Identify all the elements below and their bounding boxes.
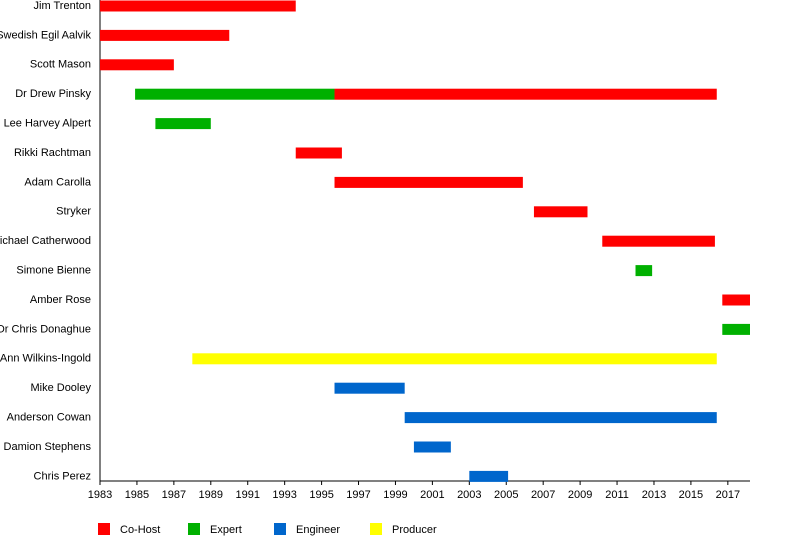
bar	[722, 323, 750, 335]
legend-label: Co-Host	[120, 524, 160, 536]
row-label: Damion Stephens	[4, 441, 92, 453]
x-tick-label: 1989	[199, 489, 223, 501]
legend-swatch	[370, 523, 382, 535]
x-tick-label: 2009	[568, 489, 592, 501]
row-label: Amber Rose	[30, 294, 91, 306]
x-tick-label: 1983	[88, 489, 112, 501]
legend-swatch	[188, 523, 200, 535]
x-tick-label: 1995	[309, 489, 333, 501]
x-tick-label: 1993	[272, 489, 296, 501]
bar	[404, 412, 717, 424]
bar	[295, 147, 342, 159]
row-label: Chris Perez	[34, 470, 91, 482]
x-tick-label: 2013	[642, 489, 666, 501]
row-label: Adam Carolla	[24, 176, 92, 188]
legend-label: Expert	[210, 524, 242, 536]
bar	[413, 441, 451, 453]
bar	[100, 59, 174, 71]
x-tick-label: 2011	[605, 489, 629, 501]
legend-label: Producer	[392, 524, 437, 536]
x-tick-label: 2017	[716, 489, 740, 501]
row-label: Lee Harvey Alpert	[4, 118, 91, 130]
bar	[155, 118, 211, 130]
row-label: Simone Bienne	[16, 265, 91, 277]
row-label: Rikki Rachtman	[14, 147, 91, 159]
bar	[635, 265, 653, 277]
row-label: Dr Chris Donaghue	[0, 323, 91, 335]
x-tick-label: 1999	[383, 489, 407, 501]
bar	[334, 88, 717, 100]
row-label: Scott Mason	[30, 59, 91, 71]
row-label: Michael Catherwood	[0, 235, 91, 247]
x-tick-label: 2005	[494, 489, 518, 501]
row-label: Jim Trenton	[34, 0, 91, 12]
bar	[100, 29, 230, 41]
row-label: Ann Wilkins-Ingold	[0, 353, 91, 365]
row-label: Stryker	[56, 206, 91, 218]
legend-label: Engineer	[296, 524, 340, 536]
row-label: Swedish Egil Aalvik	[0, 29, 91, 41]
bar	[334, 176, 523, 188]
x-tick-label: 1985	[125, 489, 149, 501]
bar	[334, 382, 405, 394]
row-label: Dr Drew Pinsky	[15, 88, 91, 100]
legend-swatch	[98, 523, 110, 535]
bar	[192, 353, 717, 365]
x-tick-label: 1997	[346, 489, 370, 501]
bar	[602, 235, 715, 247]
x-tick-label: 2003	[457, 489, 481, 501]
x-tick-label: 2015	[679, 489, 703, 501]
bar	[533, 206, 588, 218]
x-tick-label: 2007	[531, 489, 555, 501]
bar	[722, 294, 750, 306]
row-label: Anderson Cowan	[7, 412, 91, 424]
x-tick-label: 2001	[420, 489, 444, 501]
legend-swatch	[274, 523, 286, 535]
bar	[100, 0, 296, 12]
bar	[135, 88, 335, 100]
row-label: Mike Dooley	[30, 382, 91, 394]
x-tick-label: 1991	[235, 489, 259, 501]
x-tick-label: 1987	[162, 489, 186, 501]
bar	[469, 470, 509, 482]
